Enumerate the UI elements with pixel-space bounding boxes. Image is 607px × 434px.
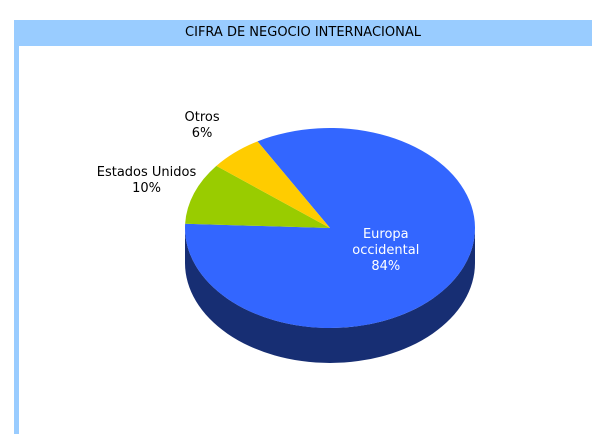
category-label: Estados Unidos bbox=[96, 164, 197, 180]
header-bar bbox=[14, 20, 592, 46]
chart-title: CIFRA DE NEGOCIO INTERNACIONAL bbox=[185, 25, 421, 40]
left-bar bbox=[14, 46, 19, 434]
data-label: Europa occidental 84% bbox=[336, 227, 436, 275]
slice bbox=[185, 128, 476, 328]
value-label: 6% bbox=[191, 125, 213, 141]
slice-side bbox=[185, 228, 475, 363]
value-label: 84% bbox=[371, 259, 401, 275]
data-label: Estados Unidos 10% bbox=[97, 165, 197, 197]
slice bbox=[216, 141, 330, 228]
value-label: 10% bbox=[132, 180, 161, 196]
category-label: Otros bbox=[184, 109, 220, 125]
category-label: Europa occidental bbox=[352, 227, 420, 259]
data-label: Otros 6% bbox=[152, 110, 252, 142]
slice bbox=[185, 165, 330, 228]
